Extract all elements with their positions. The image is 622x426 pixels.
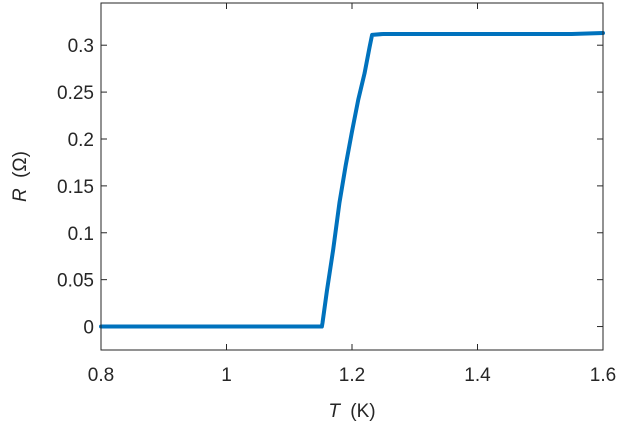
y-axis-unit: (Ω) [10,151,31,178]
x-axis-label: T (K) [328,401,375,422]
y-tick-label: 0.15 [57,177,94,198]
x-tick-label: 1 [221,365,232,386]
x-tick-label: 1.6 [590,365,616,386]
x-tick-label: 1.2 [339,365,365,386]
x-axis-variable: T [328,401,341,422]
y-tick-marks [101,44,603,328]
x-tick-labels: 0.8 1 1.2 1.4 1.6 [88,365,616,386]
resistance-curve [99,31,605,329]
y-tick-label: 0 [83,318,94,339]
y-tick-label: 0.25 [57,83,94,104]
plot-frame [100,2,604,351]
y-axis-variable: R [10,188,31,202]
x-axis-unit: (K) [350,401,375,422]
y-axis-label: R (Ω) [10,151,31,202]
y-tick-label: 0.3 [68,36,94,57]
y-tick-label: 0.2 [68,130,94,151]
x-tick-label: 0.8 [88,365,114,386]
series-layer [99,31,605,329]
plot-area [101,3,603,350]
x-tick-label: 1.4 [464,365,491,386]
y-tick-labels: 0 0.05 0.1 0.15 0.2 0.25 0.3 [57,36,94,338]
y-tick-label: 0.05 [57,271,94,292]
y-tick-label: 0.1 [68,224,94,245]
